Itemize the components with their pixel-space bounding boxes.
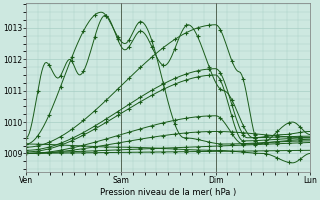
X-axis label: Pression niveau de la mer( hPa ): Pression niveau de la mer( hPa )	[100, 188, 236, 197]
